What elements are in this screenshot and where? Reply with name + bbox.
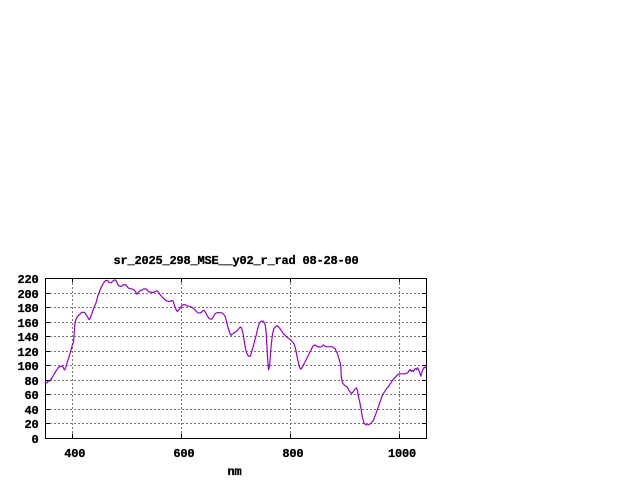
svg-text:nm: nm (227, 465, 241, 479)
svg-text:180: 180 (17, 302, 38, 316)
svg-text:60: 60 (24, 389, 38, 403)
svg-text:200: 200 (17, 288, 38, 302)
svg-text:20: 20 (24, 418, 38, 432)
svg-text:800: 800 (282, 447, 303, 461)
svg-text:40: 40 (24, 404, 38, 418)
svg-text:600: 600 (173, 447, 194, 461)
svg-text:100: 100 (17, 360, 38, 374)
svg-text:120: 120 (17, 346, 38, 360)
svg-text:0: 0 (31, 433, 38, 447)
svg-text:140: 140 (17, 331, 38, 345)
svg-text:160: 160 (17, 317, 38, 331)
svg-text:1000: 1000 (388, 447, 416, 461)
svg-text:sr_2025_298_MSE__y02_r_rad 08-: sr_2025_298_MSE__y02_r_rad 08-28-00 (113, 254, 358, 268)
svg-text:220: 220 (17, 273, 38, 287)
svg-text:80: 80 (24, 375, 38, 389)
svg-text:400: 400 (64, 447, 85, 461)
